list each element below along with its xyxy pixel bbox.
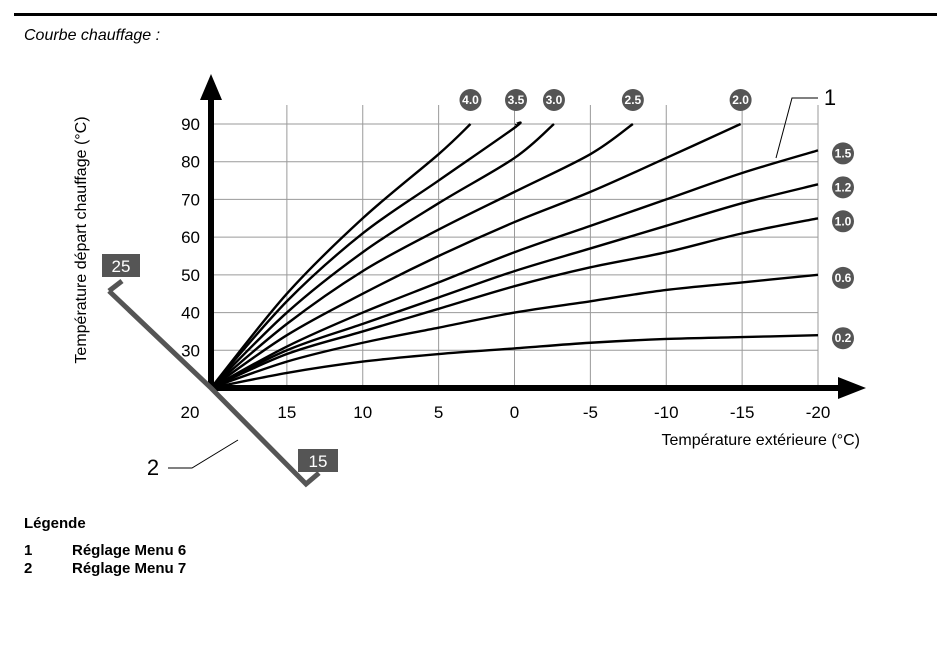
- curve-badge-label: 2.5: [625, 93, 642, 107]
- legend-title: Légende: [24, 515, 86, 532]
- chart-labels: 4.0 3.5 3.0 2.5 2.01.51.21.00.60.29080706050…: [73, 85, 860, 480]
- callout-2-leader: [168, 439, 239, 469]
- curve-badge: [621, 89, 644, 111]
- chart-axes: [107, 74, 866, 488]
- legend-item-number: 2: [24, 560, 33, 577]
- heating-curve-line: [210, 123, 555, 389]
- curve-badge-label: 2.0: [732, 93, 749, 107]
- curve-badge-label: 0.2: [835, 331, 852, 345]
- callout-1-leader: [775, 97, 818, 159]
- heating-curve-line: [210, 123, 472, 389]
- curve-badge-label: 3.0: [546, 93, 563, 107]
- heating-curve-line: [210, 121, 522, 389]
- curve-badge-label: 1.2: [835, 180, 852, 194]
- chart-grid: [211, 105, 819, 388]
- top-rule: [14, 13, 937, 16]
- legend: Légende 1 Réglage Menu 6 2 Réglage Menu …: [24, 515, 186, 578]
- curve-badge: [832, 210, 854, 233]
- heating-curve-line: [210, 334, 819, 390]
- y-origin-label: 20: [181, 403, 200, 422]
- x-axis-title: Température extérieure (°C): [662, 432, 860, 449]
- y-tick-label: 60: [181, 228, 200, 247]
- x-axis-arrowhead: [838, 377, 866, 399]
- heating-curve-line: [210, 149, 819, 390]
- legend-item-number: 1: [24, 542, 33, 559]
- curve-badge: [459, 89, 482, 111]
- room-temp-low-label: 15: [309, 452, 328, 471]
- heating-curve-line: [210, 122, 742, 389]
- heating-curve-line: [210, 123, 634, 389]
- curve-badge-label: 0.6: [835, 271, 852, 285]
- room-temp-high-label: 25: [112, 257, 131, 276]
- legend-item-text: Réglage Menu 6: [72, 542, 187, 559]
- curve-badge-label: 4.0: [462, 93, 479, 107]
- y-tick-label: 50: [181, 266, 200, 285]
- y-axis-title: Température départ chauffage (°C): [73, 116, 90, 363]
- curve-badge: [832, 266, 854, 289]
- room-temp-axis-end: [107, 279, 124, 293]
- heating-curve-line: [210, 183, 819, 390]
- legend-item: 2 Réglage Menu 7: [24, 560, 186, 578]
- y-tick-label: 70: [181, 190, 200, 209]
- heating-curve-line: [210, 273, 819, 390]
- x-tick-label: -5: [583, 403, 598, 422]
- y-tick-label: 40: [181, 304, 200, 323]
- x-tick-label: 10: [353, 403, 372, 422]
- y-axis-arrowhead: [200, 74, 222, 100]
- curve-badge-label: 3.5: [508, 93, 525, 107]
- x-tick-label: -15: [730, 403, 755, 422]
- y-tick-label: 90: [181, 115, 200, 134]
- legend-item: 1 Réglage Menu 6: [24, 542, 186, 560]
- x-tick-label: -20: [806, 403, 831, 422]
- x-tick-label: -10: [654, 403, 679, 422]
- y-tick-label: 30: [181, 341, 200, 360]
- heating-curve-line: [210, 217, 819, 390]
- figure-caption: Courbe chauffage :: [24, 27, 161, 44]
- curve-badge: [832, 142, 854, 165]
- chart-curves: [210, 121, 819, 390]
- x-tick-label: 5: [434, 403, 443, 422]
- curve-badge: [505, 89, 528, 111]
- callout-2-label: 2: [147, 455, 159, 480]
- room-temp-high-box: [102, 254, 140, 277]
- x-tick-label: 0: [510, 403, 519, 422]
- legend-item-text: Réglage Menu 7: [72, 560, 187, 577]
- curve-badge-label: 1.5: [835, 146, 852, 160]
- room-temp-axis: [107, 289, 321, 488]
- room-temp-low-box: [298, 449, 338, 472]
- curve-badge: [832, 176, 854, 199]
- curve-badge-label: 1.0: [835, 214, 852, 228]
- callout-1-label: 1: [824, 85, 836, 110]
- curve-badge: [832, 327, 854, 350]
- curve-badge: [542, 89, 565, 111]
- curve-badge: [729, 89, 752, 111]
- y-tick-label: 80: [181, 153, 200, 172]
- heating-curve-chart: 4.0 3.5 3.0 2.5 2.01.51.21.00.60.29080706050…: [73, 74, 866, 488]
- x-tick-label: 15: [277, 403, 296, 422]
